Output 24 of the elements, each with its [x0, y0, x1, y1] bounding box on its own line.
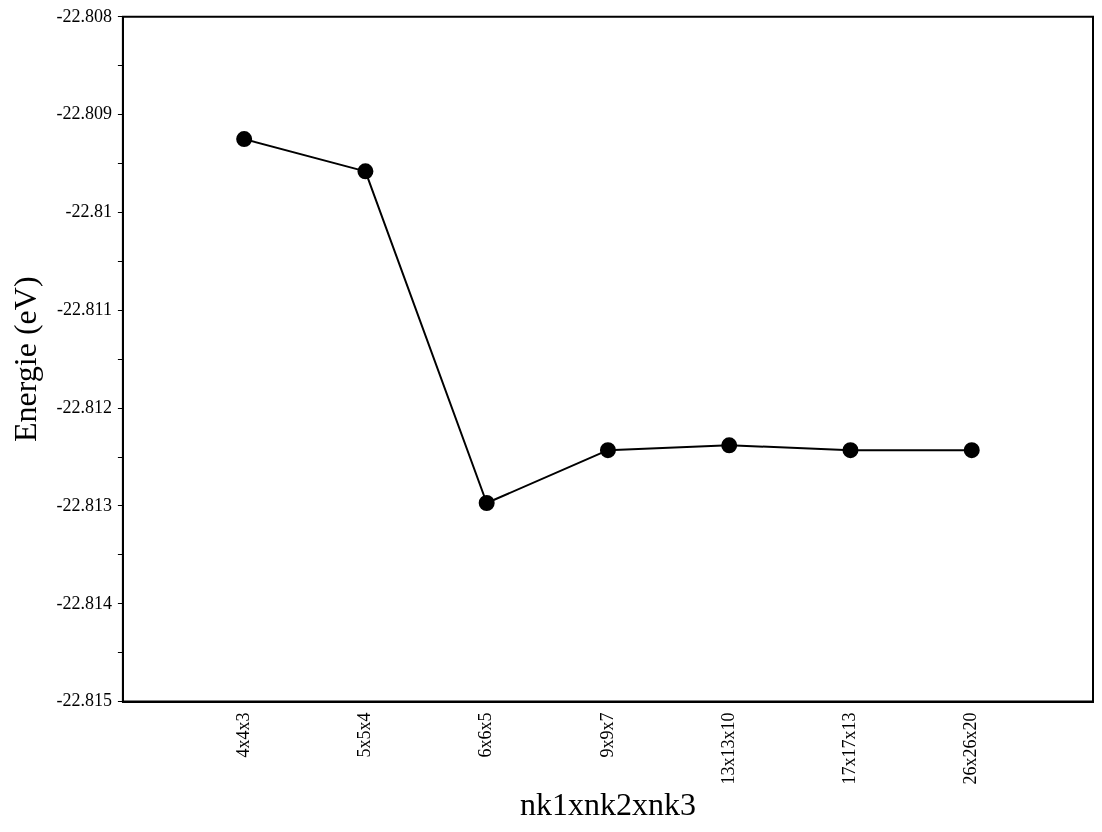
point: [721, 437, 738, 454]
x-tick-label: 4x4x3: [232, 712, 253, 758]
x-tick-label: 17x17x13: [839, 712, 860, 785]
y-tick-label: -22.808: [56, 5, 112, 26]
y-tick-label: -22.815: [56, 690, 112, 711]
x-tick-label: 26x26x20: [960, 712, 981, 785]
x-tick-label: 13x13x10: [717, 712, 738, 785]
point: [842, 442, 859, 459]
x-tick-label: 6x6x5: [475, 712, 496, 758]
point: [963, 442, 980, 459]
x-tick-label: 5x5x4: [354, 712, 375, 758]
y-axis-title: Energie (eV): [6, 276, 43, 442]
y-tick-label: -22.81: [65, 201, 112, 222]
y-tick-label: -22.811: [57, 299, 112, 320]
x-axis-title: nk1xnk2xnk3: [519, 786, 696, 823]
point: [357, 163, 374, 180]
y-tick-label: -22.809: [56, 103, 112, 124]
y-tick-label: -22.814: [56, 592, 112, 613]
x-tick-label: 9x9x7: [596, 712, 617, 758]
point: [236, 131, 253, 148]
point: [599, 442, 616, 459]
point: [478, 495, 495, 512]
y-tick-label: -22.812: [56, 396, 112, 417]
y-tick-label: -22.813: [56, 494, 112, 515]
